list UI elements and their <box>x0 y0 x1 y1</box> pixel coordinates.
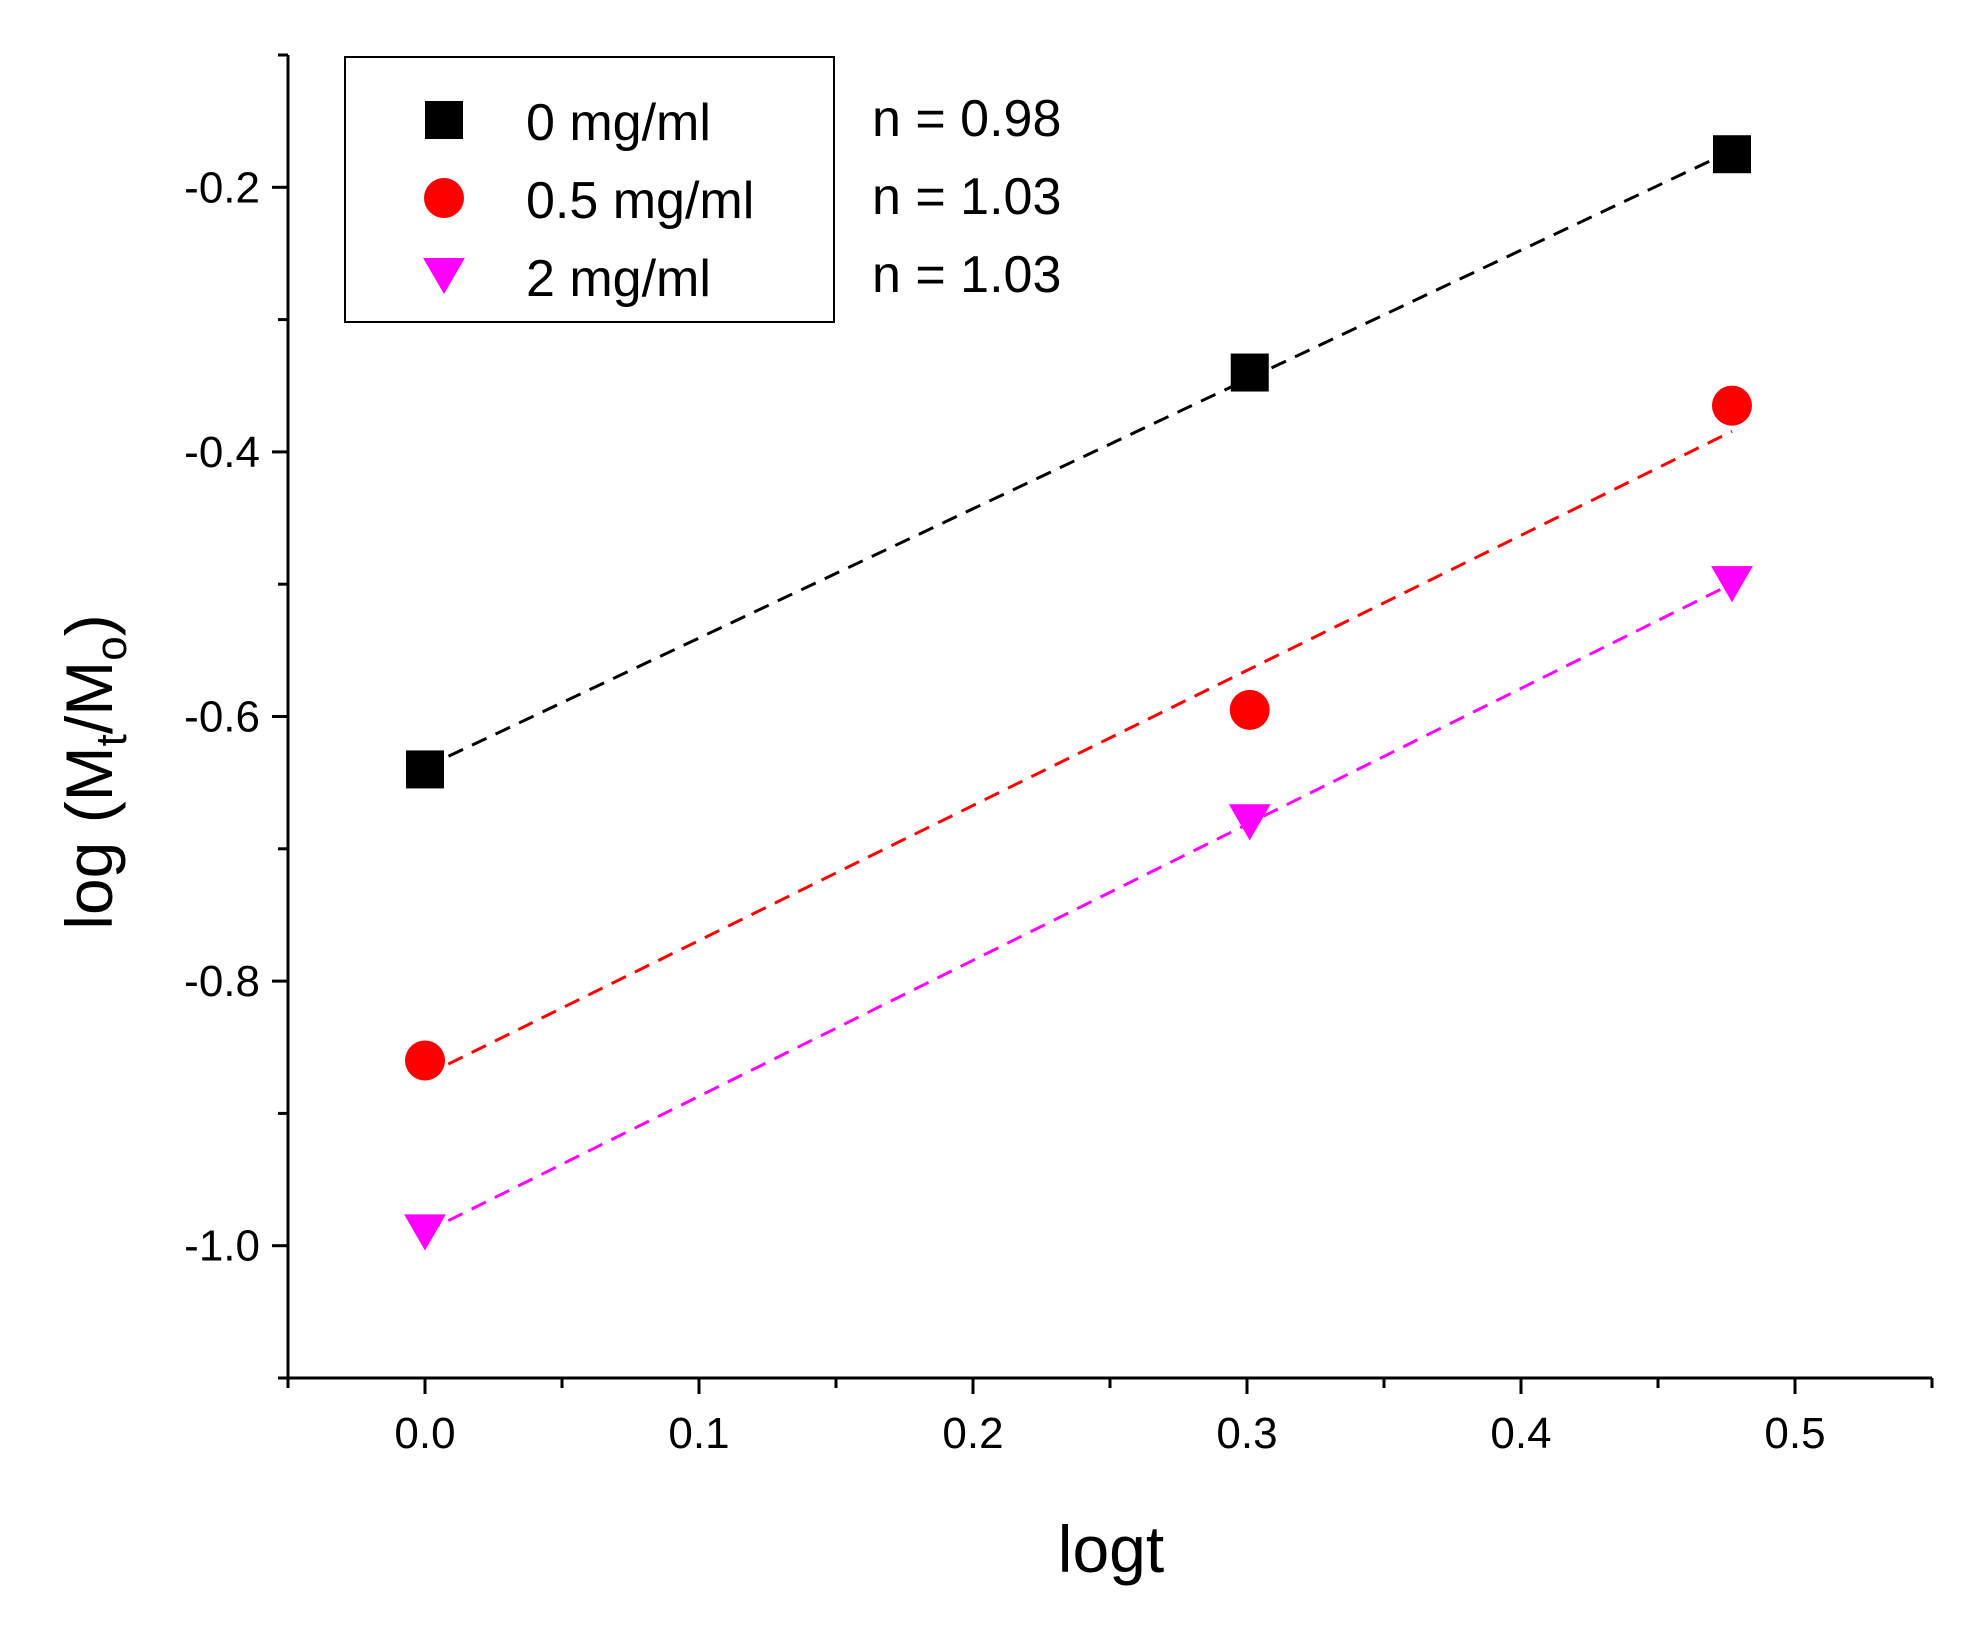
fit-line <box>424 582 1733 1234</box>
y-axis-title-sub-t: t <box>87 734 136 746</box>
legend-marker <box>423 257 465 295</box>
legend-label: 0 mg/ml <box>526 94 711 152</box>
fit-line <box>424 149 1733 769</box>
n-value-annotation: n = 1.03 <box>872 168 1061 226</box>
legend-label: 0.5 mg/ml <box>526 172 754 230</box>
y-axis-title-mid: /M <box>52 661 126 734</box>
data-point <box>1711 385 1752 426</box>
n-value-annotation: n = 0.98 <box>872 90 1061 148</box>
data-point <box>405 1040 445 1081</box>
x-tick-label: 0.1 <box>668 1409 729 1458</box>
x-axis-title: logt <box>1058 1512 1164 1586</box>
fit-lines <box>424 149 1733 1234</box>
data-markers <box>404 135 1753 1251</box>
x-tick-label: 0.5 <box>1764 1409 1825 1458</box>
n-value-annotation: n = 1.03 <box>872 246 1061 304</box>
y-tick-label: -0.4 <box>184 428 260 477</box>
x-tick-label: 0.4 <box>1490 1409 1551 1458</box>
data-point <box>404 1214 446 1251</box>
y-tick-label: -0.8 <box>184 957 260 1006</box>
data-point <box>1711 566 1753 603</box>
legend: 0 mg/ml 0.5 mg/ml 2 mg/ml <box>344 56 835 323</box>
data-point <box>1229 689 1270 730</box>
y-axis-title-sub-o: o <box>87 636 136 660</box>
data-point <box>1228 804 1271 841</box>
legend-label: 2 mg/ml <box>526 250 711 308</box>
x-tick-label: 0.3 <box>1216 1409 1277 1458</box>
ticks: 0.0 0.1 0.2 0.3 0.4 0.5 -1.0 -0.8 -0.6 -0.4 -0.2 <box>184 53 1934 1458</box>
data-point <box>1712 135 1751 174</box>
legend-marker <box>424 178 464 218</box>
data-point <box>406 750 444 789</box>
y-tick-label: -0.2 <box>184 163 260 212</box>
x-tick-label: 0.0 <box>394 1409 455 1458</box>
y-tick-label: -0.6 <box>184 693 260 742</box>
y-axis-title-prefix: log (M <box>52 746 126 929</box>
fit-line <box>424 430 1733 1077</box>
annotations: n = 0.98 n = 1.03 n = 1.03 <box>872 90 1061 304</box>
legend-marker <box>425 101 463 139</box>
y-tick-label: -1.0 <box>184 1222 260 1271</box>
y-axis-title: log (Mt/Mo) <box>52 614 136 929</box>
data-point <box>1230 353 1269 392</box>
x-tick-label: 0.2 <box>942 1409 1003 1458</box>
y-axis-title-suffix: ) <box>52 614 126 636</box>
